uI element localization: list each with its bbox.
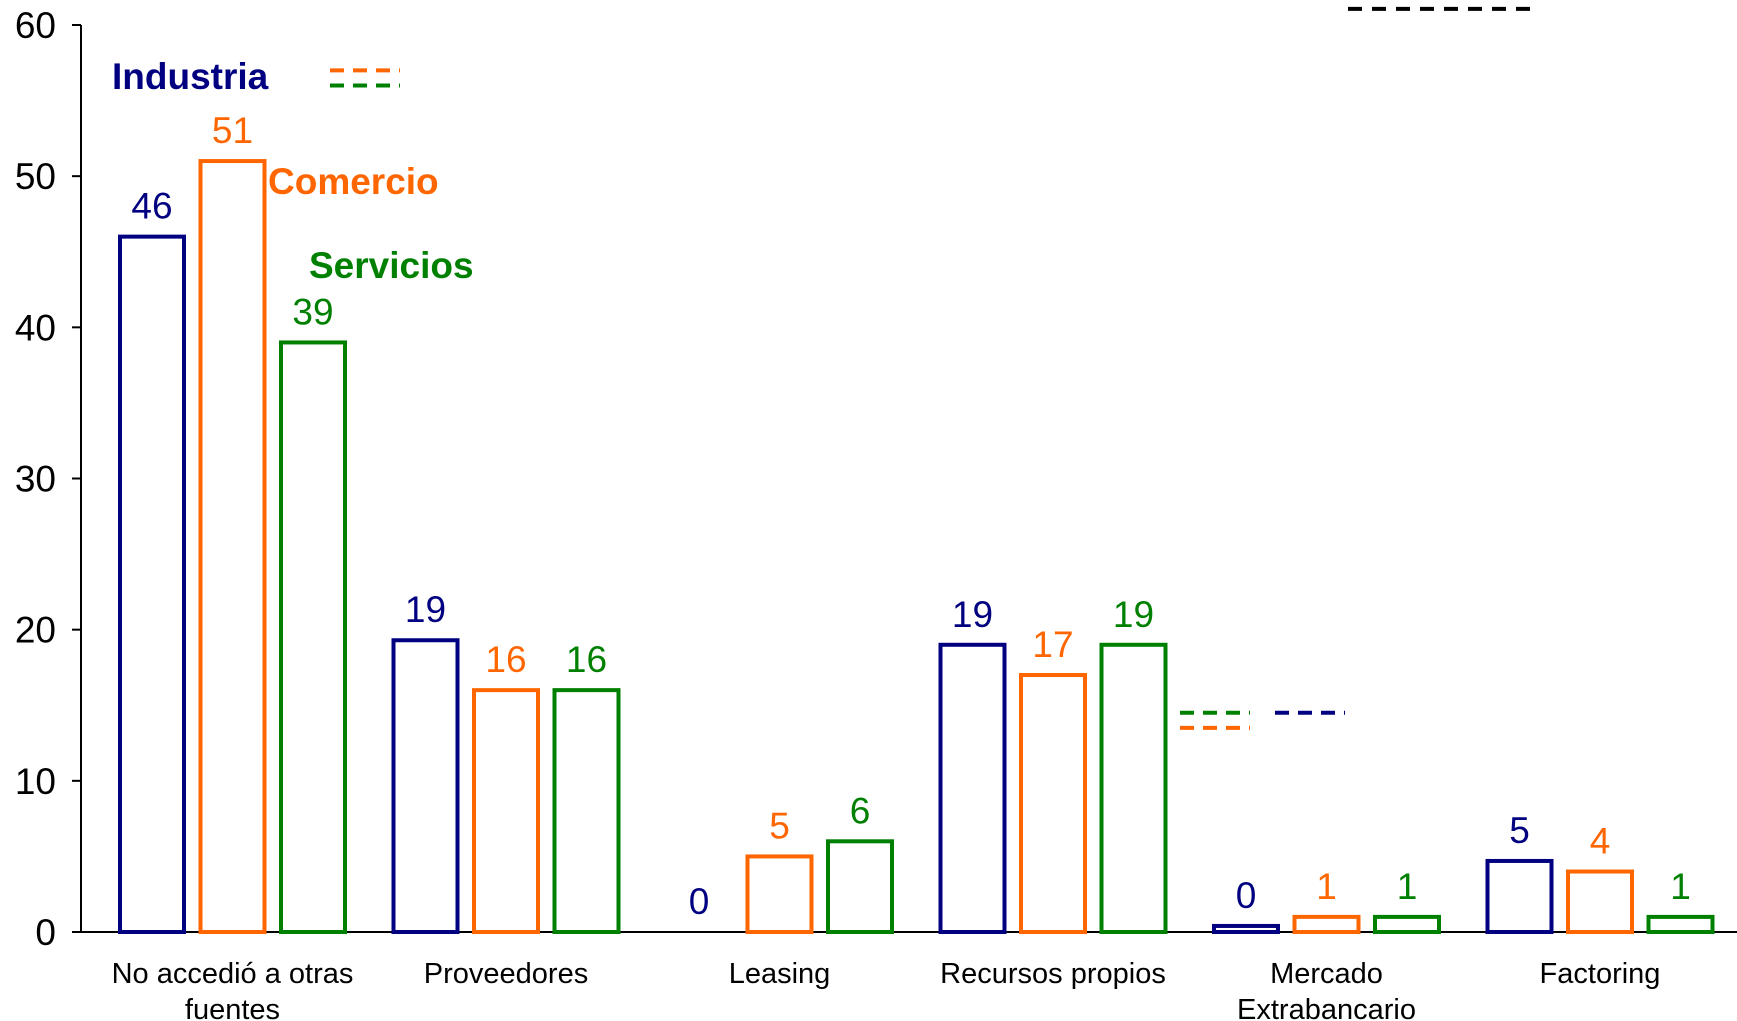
x-tick-label-mercado-extrabancario-line-2: Extrabancario bbox=[1237, 994, 1416, 1021]
data-label-mercado-extrabancario-industria: 0 bbox=[1236, 875, 1257, 916]
data-label-recursos-propios-industria: 19 bbox=[952, 594, 993, 635]
bar-recursos-propios-servicios bbox=[1099, 642, 1168, 934]
data-label-proveedores-servicios: 16 bbox=[566, 639, 607, 680]
bar-no-accedio-a-otras-fuentes-servicios bbox=[279, 340, 347, 934]
data-label-leasing-industria: 0 bbox=[689, 881, 710, 922]
y-tick-label-50: 50 bbox=[15, 156, 56, 197]
data-label-no-accedio-a-otras-fuentes-servicios: 39 bbox=[292, 291, 333, 332]
y-tick-label-40: 40 bbox=[15, 307, 56, 348]
legend-label-industria: Industria bbox=[112, 56, 269, 97]
x-tick-label-factoring-line-1: Factoring bbox=[1540, 958, 1661, 990]
bar-mercado-extrabancario-servicios bbox=[1373, 914, 1441, 935]
x-tick-label-mercado-extrabancario-line-1: Mercado bbox=[1270, 958, 1383, 990]
bar-factoring-industria bbox=[1485, 858, 1554, 934]
y-tick-label-10: 10 bbox=[15, 761, 56, 802]
legend-label-comercio: Comercio bbox=[268, 161, 439, 202]
bar-proveedores-comercio bbox=[472, 688, 540, 935]
bar-recursos-propios-industria bbox=[938, 642, 1007, 934]
data-labels: 46 51 39 19 16 16 0 5 6 19 17 19 0 1 1 5 4 1 bbox=[131, 110, 1690, 922]
legend: Industria Comercio Servicios bbox=[112, 56, 474, 286]
x-tick-label-proveedores-line-1: Proveedores bbox=[424, 958, 588, 990]
y-axis-ticks: 0 10 20 30 40 50 60 bbox=[15, 5, 81, 953]
bars bbox=[118, 159, 1715, 935]
x-tick-label-no-accedio-a-otras-fuentes-line-1: No accedió a otras bbox=[112, 958, 354, 990]
bar-proveedores-servicios bbox=[552, 688, 621, 935]
bar-no-accedio-a-otras-fuentes-comercio bbox=[198, 159, 267, 935]
bar-leasing-comercio bbox=[745, 854, 814, 935]
x-axis-tick-labels: No accedió a otras fuentes Proveedores Leas… bbox=[112, 958, 1661, 1021]
data-label-leasing-comercio: 5 bbox=[769, 805, 790, 846]
data-label-factoring-comercio: 4 bbox=[1590, 821, 1611, 862]
bar-factoring-servicios bbox=[1646, 914, 1715, 935]
data-label-factoring-servicios: 1 bbox=[1670, 866, 1691, 907]
data-label-mercado-extrabancario-comercio: 1 bbox=[1316, 866, 1337, 907]
data-label-recursos-propios-comercio: 17 bbox=[1032, 624, 1073, 665]
data-label-recursos-propios-servicios: 19 bbox=[1113, 594, 1154, 635]
bar-recursos-propios-comercio bbox=[1019, 673, 1087, 934]
y-tick-label-60: 60 bbox=[15, 5, 56, 46]
data-label-proveedores-comercio: 16 bbox=[485, 639, 526, 680]
legend-label-servicios: Servicios bbox=[309, 245, 474, 286]
bar-mercado-extrabancario-industria bbox=[1212, 923, 1280, 934]
data-label-leasing-servicios: 6 bbox=[850, 790, 871, 831]
bar-factoring-comercio bbox=[1566, 869, 1634, 934]
x-tick-label-no-accedio-a-otras-fuentes-line-2: fuentes bbox=[185, 994, 280, 1021]
data-label-proveedores-industria: 19 bbox=[405, 589, 446, 630]
data-label-no-accedio-a-otras-fuentes-industria: 46 bbox=[131, 186, 172, 227]
data-label-mercado-extrabancario-servicios: 1 bbox=[1397, 866, 1418, 907]
bar-proveedores-industria bbox=[391, 638, 460, 935]
dashed-markers bbox=[330, 6, 1532, 730]
bar-no-accedio-a-otras-fuentes-industria bbox=[118, 234, 186, 934]
y-tick-label-0: 0 bbox=[35, 912, 56, 953]
bar-leasing-servicios bbox=[826, 839, 894, 934]
x-tick-label-recursos-propios-line-1: Recursos propios bbox=[940, 958, 1166, 990]
bar-mercado-extrabancario-comercio bbox=[1292, 914, 1361, 935]
data-label-no-accedio-a-otras-fuentes-comercio: 51 bbox=[212, 110, 253, 151]
y-tick-label-30: 30 bbox=[15, 459, 56, 500]
data-label-factoring-industria: 5 bbox=[1509, 810, 1530, 851]
y-tick-label-20: 20 bbox=[15, 610, 56, 651]
x-tick-label-leasing-line-1: Leasing bbox=[729, 958, 831, 990]
